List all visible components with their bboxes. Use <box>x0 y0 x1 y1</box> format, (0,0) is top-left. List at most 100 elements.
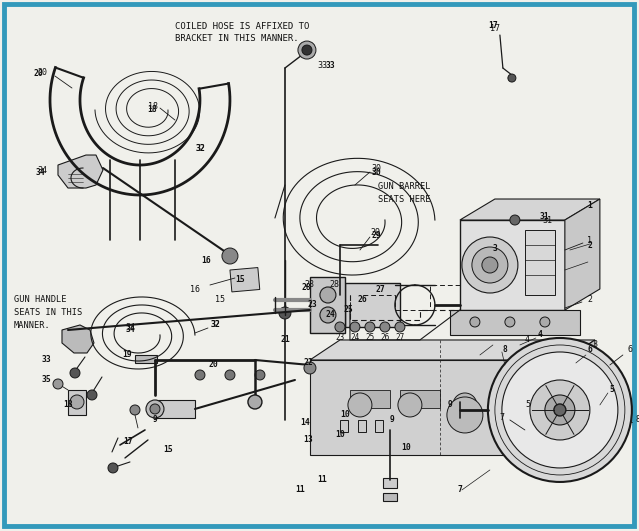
Text: 28: 28 <box>305 280 315 289</box>
Bar <box>383 493 397 501</box>
Text: 17: 17 <box>490 23 500 32</box>
Text: 7: 7 <box>458 485 463 494</box>
Text: 9: 9 <box>447 400 452 409</box>
Circle shape <box>279 307 291 319</box>
Bar <box>358 420 366 432</box>
Text: 3: 3 <box>592 340 597 349</box>
Text: 15: 15 <box>163 446 173 455</box>
Text: 23: 23 <box>307 301 317 310</box>
Circle shape <box>502 352 618 468</box>
Circle shape <box>350 322 360 332</box>
Bar <box>383 478 397 488</box>
Circle shape <box>348 393 372 417</box>
Circle shape <box>398 393 422 417</box>
Text: 35: 35 <box>41 375 51 384</box>
Polygon shape <box>460 199 600 220</box>
Text: 4: 4 <box>525 336 529 345</box>
Polygon shape <box>565 199 600 310</box>
Circle shape <box>320 307 336 323</box>
Circle shape <box>470 317 480 327</box>
Text: 20: 20 <box>33 68 43 78</box>
Text: 18: 18 <box>147 105 157 114</box>
Bar <box>525 230 555 295</box>
Text: 28: 28 <box>330 280 340 289</box>
Text: 11: 11 <box>317 475 327 484</box>
Text: 26: 26 <box>357 295 367 304</box>
Circle shape <box>320 287 336 303</box>
Text: 22: 22 <box>303 358 313 367</box>
Circle shape <box>508 74 516 82</box>
Bar <box>350 390 390 408</box>
Text: 8: 8 <box>635 415 639 424</box>
Text: 24: 24 <box>325 311 335 320</box>
Text: 24: 24 <box>350 333 360 342</box>
Text: BRACKET IN THIS MANNER.: BRACKET IN THIS MANNER. <box>175 34 298 43</box>
Text: 31: 31 <box>543 216 553 225</box>
Circle shape <box>195 370 205 380</box>
Circle shape <box>462 237 518 293</box>
Text: 20: 20 <box>208 361 218 370</box>
Text: 6: 6 <box>587 346 592 355</box>
Circle shape <box>530 380 590 440</box>
Text: 6: 6 <box>627 346 633 355</box>
Text: 15: 15 <box>215 295 225 304</box>
Text: 9: 9 <box>390 415 394 424</box>
Circle shape <box>130 405 140 415</box>
Polygon shape <box>565 340 595 455</box>
Text: 31: 31 <box>540 211 550 220</box>
Text: 11: 11 <box>295 485 305 494</box>
Circle shape <box>395 322 405 332</box>
FancyBboxPatch shape <box>4 4 634 526</box>
Circle shape <box>222 248 238 264</box>
Text: 14: 14 <box>300 418 310 427</box>
Circle shape <box>447 397 483 433</box>
Text: 17: 17 <box>123 438 133 447</box>
Circle shape <box>150 404 160 414</box>
Circle shape <box>545 395 575 425</box>
Text: 34: 34 <box>125 326 135 335</box>
Text: 25: 25 <box>366 333 374 342</box>
Bar <box>345 283 400 327</box>
Polygon shape <box>58 155 103 188</box>
Bar <box>310 277 345 333</box>
Circle shape <box>498 393 522 417</box>
Text: 29: 29 <box>371 227 381 236</box>
Text: 32: 32 <box>195 143 205 152</box>
Text: 20: 20 <box>37 67 47 76</box>
Text: 17: 17 <box>488 21 498 30</box>
Text: 32: 32 <box>195 143 205 152</box>
Text: 34: 34 <box>125 323 135 332</box>
Circle shape <box>365 322 375 332</box>
Circle shape <box>453 393 477 417</box>
Circle shape <box>248 395 262 409</box>
Polygon shape <box>62 325 94 353</box>
Text: 23: 23 <box>335 333 344 342</box>
Text: 16: 16 <box>190 286 200 295</box>
Circle shape <box>53 379 63 389</box>
Circle shape <box>225 370 235 380</box>
Circle shape <box>146 400 164 418</box>
Circle shape <box>554 404 566 416</box>
Circle shape <box>335 322 345 332</box>
Text: 9: 9 <box>153 415 157 424</box>
Text: 26: 26 <box>380 333 390 342</box>
Polygon shape <box>310 340 595 360</box>
Text: 34: 34 <box>35 167 45 176</box>
Bar <box>340 420 348 432</box>
Bar <box>400 390 440 408</box>
Text: 33: 33 <box>41 355 51 364</box>
Text: 30: 30 <box>371 167 381 176</box>
Text: 33: 33 <box>325 61 335 70</box>
Text: 34: 34 <box>37 166 47 175</box>
Text: 30: 30 <box>371 164 381 173</box>
Text: 27: 27 <box>375 286 385 295</box>
Bar <box>155 400 195 418</box>
Text: 10: 10 <box>335 431 345 440</box>
Text: 3: 3 <box>493 244 497 253</box>
Text: COILED HOSE IS AFFIXED TO: COILED HOSE IS AFFIXED TO <box>175 22 309 31</box>
Text: 32: 32 <box>210 321 220 330</box>
Text: 5: 5 <box>610 386 614 395</box>
Text: 18: 18 <box>63 400 73 409</box>
Text: 5: 5 <box>525 400 530 409</box>
Text: 10: 10 <box>340 410 350 419</box>
